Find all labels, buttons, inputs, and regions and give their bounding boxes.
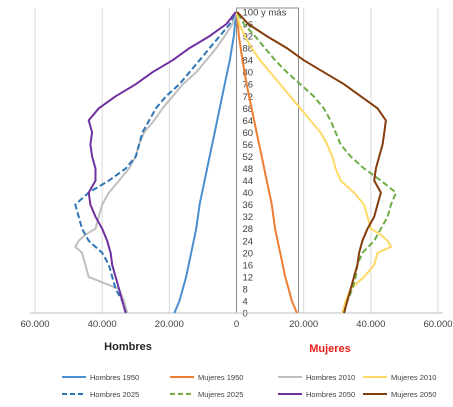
age-tick-label: 52: [243, 152, 254, 163]
age-tick-label: 20: [243, 248, 254, 259]
series-line-mujeres-2050: [236, 11, 387, 314]
right-side-label: Mujeres: [309, 343, 351, 355]
age-tick-label: 56: [243, 140, 254, 151]
age-tick-label: 12: [243, 272, 254, 283]
x-tick-label: 0: [234, 319, 239, 330]
series-line-hombres-1950: [173, 11, 238, 314]
age-tick-label: 60: [243, 128, 254, 139]
x-tick-label: 60.000: [20, 319, 49, 330]
age-tick-label: 24: [243, 236, 254, 247]
legend-label: Mujeres 2010: [391, 373, 436, 382]
legend-label: Hombres 2050: [306, 390, 355, 399]
age-tick-label: 96: [243, 20, 254, 31]
age-tick-label: 80: [243, 68, 254, 79]
x-tick-label: 20.000: [289, 319, 318, 330]
age-tick-label: 100 y más: [243, 8, 287, 19]
series-line-hombres-2025: [74, 11, 237, 314]
legend-label: Hombres 1950: [90, 373, 139, 382]
series-line-mujeres-1950: [235, 11, 298, 314]
age-tick-label: 0: [243, 309, 248, 320]
age-tick-label: 92: [243, 32, 254, 43]
legend-label: Mujeres 2050: [391, 390, 436, 399]
age-tick-label: 32: [243, 212, 254, 223]
series-line-hombres-2050: [87, 11, 237, 314]
x-tick-label: 20.000: [155, 319, 184, 330]
age-tick-label: 64: [243, 116, 254, 127]
age-tick-label: 48: [243, 164, 254, 175]
x-tick-label: 40.000: [356, 319, 385, 330]
age-tick-label: 16: [243, 260, 254, 271]
age-tick-label: 4: [243, 296, 248, 307]
legend-label: Mujeres 1950: [198, 373, 243, 382]
x-tick-label: 40.000: [88, 319, 117, 330]
age-tick-label: 36: [243, 200, 254, 211]
age-tick-label: 84: [243, 56, 254, 67]
series-line-mujeres-2025: [236, 11, 397, 314]
legend-label: Mujeres 2025: [198, 390, 243, 399]
series-line-mujeres-2010: [235, 11, 392, 314]
age-tick-label: 68: [243, 104, 254, 115]
x-tick-label: 60.000: [423, 319, 452, 330]
age-tick-label: 40: [243, 188, 254, 199]
age-tick-label: 72: [243, 92, 254, 103]
series-line-hombres-2010: [74, 11, 238, 314]
age-tick-label: 44: [243, 176, 254, 187]
left-side-label: Hombres: [104, 341, 152, 353]
age-tick-label: 88: [243, 44, 254, 55]
age-tick-label: 8: [243, 284, 248, 295]
legend-label: Hombres 2010: [306, 373, 355, 382]
age-tick-label: 28: [243, 224, 254, 235]
legend-label: Hombres 2025: [90, 390, 139, 399]
